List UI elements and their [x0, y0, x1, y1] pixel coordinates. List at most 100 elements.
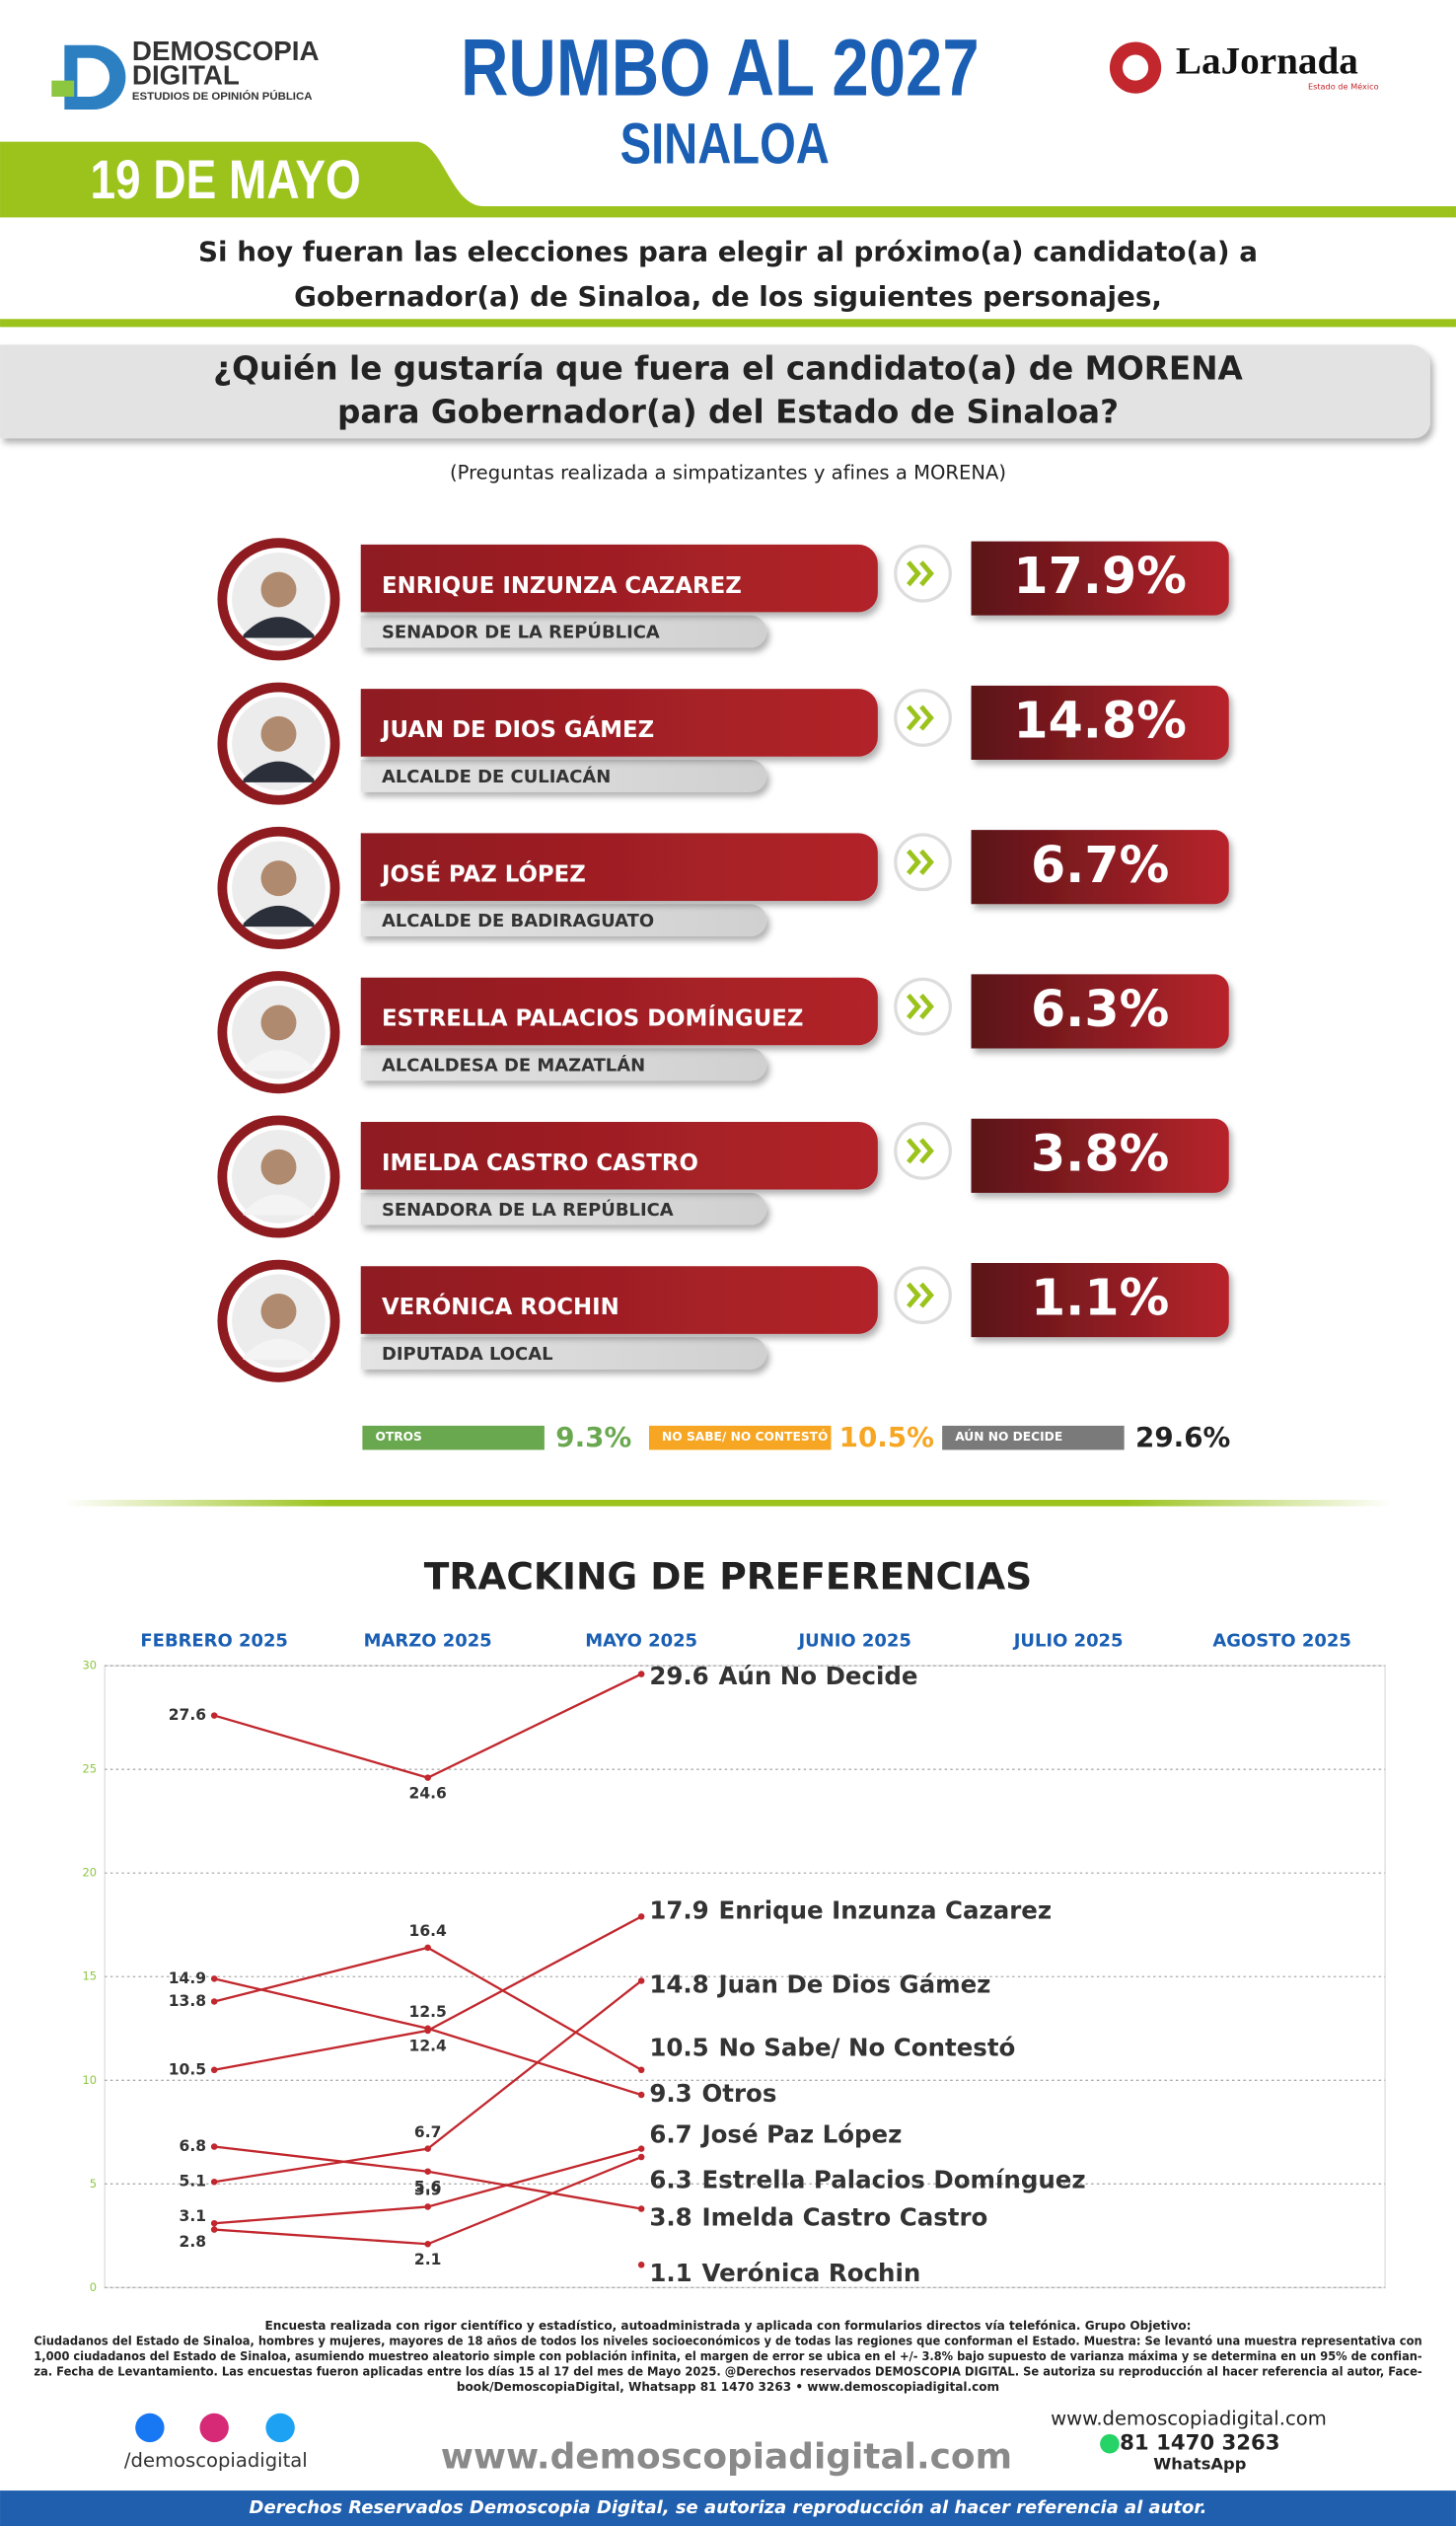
end-label-name: Verónica Rochin	[701, 2259, 920, 2287]
end-label: 9.3 Otros	[649, 2079, 776, 2108]
data-label: 3.1	[180, 2207, 206, 2225]
role-bar	[360, 1048, 767, 1081]
candidate: IMELDA CASTRO CASTRO SENADORA DE LA REPÚB…	[217, 1115, 1229, 1238]
logo-accent	[51, 80, 75, 97]
others-bar	[362, 1425, 545, 1450]
point	[210, 1712, 218, 1719]
data-label: 13.8	[169, 1992, 206, 2010]
point	[210, 2066, 218, 2074]
result: 14.8%	[1013, 692, 1187, 750]
result-box	[971, 541, 1229, 616]
end-label-name: No Sabe/ No Contestó	[718, 2034, 1015, 2062]
photo-head	[260, 1294, 297, 1329]
point	[637, 2261, 645, 2268]
date: 19 DE MAYO	[90, 149, 360, 210]
x-tick-label: FEBRERO 2025	[140, 1631, 287, 1652]
end-label-value: 17.9	[649, 1895, 708, 1924]
logo-tagline: ESTUDIOS DE OPINIÓN PÚBLICA	[132, 90, 313, 103]
y-tick-label: 20	[82, 1866, 97, 1880]
point	[637, 2153, 645, 2161]
name-bar	[360, 833, 878, 901]
arrow-chevrons	[906, 849, 934, 875]
end-label: 17.9 Enrique Inzunza Cazarez	[649, 1895, 1052, 1924]
role-bar	[360, 1192, 767, 1226]
twitter-icon	[265, 2413, 295, 2443]
whatsapp-icon	[1100, 2433, 1120, 2454]
data-label: 12.4	[409, 2038, 447, 2055]
point	[210, 1975, 218, 1982]
candidate: JUAN DE DIOS GÁMEZ ALCALDE DE CULIACÁN 14.…	[217, 682, 1229, 805]
arrow-chevrons	[906, 994, 934, 1020]
point	[210, 1998, 218, 2005]
result: 3.8%	[1031, 1124, 1169, 1182]
methodology-line: Ciudadanos del Estado de Sinaloa, hombre…	[34, 2335, 1421, 2348]
others-row: OTROS 9.3% NO SABE/ NO CONTESTÓ 10.5% AÚN NO…	[362, 1421, 1230, 1453]
result: 1.1%	[1031, 1269, 1169, 1327]
instagram-icon	[199, 2413, 229, 2443]
photo-head	[260, 1004, 297, 1041]
candidate-list: ENRIQUE INZUNZA CAZAREZ SENADOR DE LA REP…	[217, 538, 1229, 1382]
result: 17.9%	[1013, 547, 1187, 605]
name-bar	[360, 1121, 878, 1190]
point	[637, 2205, 645, 2212]
question-line: para Gobernador(a) del Estado de Sinaloa…	[337, 394, 1119, 431]
candidate: JOSÉ PAZ LÓPEZ ALCALDE DE BADIRAGUATO 6.7%	[217, 826, 1229, 949]
header: DEMOSCOPIA DIGITAL ESTUDIOS DE OPINIÓN P…	[0, 24, 1456, 218]
candidate-name: JUAN DE DIOS GÁMEZ	[380, 715, 654, 743]
others-label: NO SABE/ NO CONTESTÓ	[662, 1429, 828, 1444]
name-bar	[360, 1266, 878, 1334]
partner-edition: Estado de México	[1308, 82, 1379, 92]
website-large: www.demoscopiadigital.com	[441, 2436, 1012, 2477]
arrow-icon	[894, 1121, 952, 1180]
end-label-value: 14.8	[649, 1969, 708, 1998]
logo-mark-inner	[77, 57, 110, 97]
footer: Encuesta realizada con rigor científico …	[0, 2319, 1456, 2526]
subtitle: SINALOA	[620, 112, 830, 177]
website: www.demoscopiadigital.com	[1051, 2408, 1327, 2430]
role-bar	[360, 759, 767, 792]
end-label: 3.8 Imelda Castro Castro	[649, 2202, 987, 2231]
rights-bar	[0, 2490, 1456, 2526]
point	[424, 1774, 431, 1781]
note: (Preguntas realizada a simpatizantes y a…	[450, 462, 1006, 484]
data-label: 16.4	[409, 1922, 447, 1940]
photo-head	[260, 860, 297, 897]
x-tick-label: JUNIO 2025	[797, 1631, 910, 1652]
point	[637, 2066, 645, 2074]
candidate: VERÓNICA ROCHIN DIPUTADA LOCAL 1.1%	[217, 1259, 1229, 1382]
point	[637, 2091, 645, 2099]
candidate-name: ENRIQUE INZUNZA CAZAREZ	[382, 573, 742, 599]
data-label: 6.7	[414, 2123, 441, 2141]
point	[424, 2025, 431, 2033]
role-bar	[360, 1337, 767, 1370]
photo-head	[260, 715, 297, 752]
intro-line: Gobernador(a) de Sinaloa, de los siguien…	[294, 280, 1162, 313]
separator	[64, 1500, 1392, 1507]
end-label: 6.3 Estrella Palacios Domínguez	[649, 2166, 1085, 2194]
partner-logo-inner	[1123, 54, 1149, 81]
partner-name: LaJornada	[1176, 39, 1358, 82]
end-label: 29.6 Aún No Decide	[649, 1662, 917, 1690]
others-result: 29.6%	[1135, 1421, 1230, 1453]
candidate-role: SENADORA DE LA REPÚBLICA	[382, 1199, 674, 1221]
point	[210, 2143, 218, 2150]
result: 6.3%	[1031, 980, 1169, 1038]
phone: 81 1470 3263	[1120, 2431, 1279, 2456]
candidate-name: JOSÉ PAZ LÓPEZ	[380, 859, 586, 887]
data-label: 12.5	[409, 2003, 447, 2021]
candidate-role: SENADOR DE LA REPÚBLICA	[382, 622, 660, 643]
photo-body	[243, 905, 315, 928]
y-tick-label: 10	[82, 2073, 97, 2087]
role-bar	[360, 615, 767, 648]
methodology-line: 1,000 ciudadanos del Estado de Sinaloa, …	[34, 2349, 1421, 2363]
date-band	[0, 141, 1456, 218]
point	[210, 2219, 218, 2227]
candidate: ENRIQUE INZUNZA CAZAREZ SENADOR DE LA REP…	[217, 538, 1229, 661]
data-label: 2.1	[414, 2251, 441, 2268]
arrow-chevrons	[906, 705, 934, 731]
y-tick-label: 15	[82, 1969, 97, 1983]
end-label-name: Aún No Decide	[718, 1662, 917, 1690]
whatsapp-label: WhatsApp	[1153, 2454, 1246, 2473]
point	[637, 1977, 645, 1984]
